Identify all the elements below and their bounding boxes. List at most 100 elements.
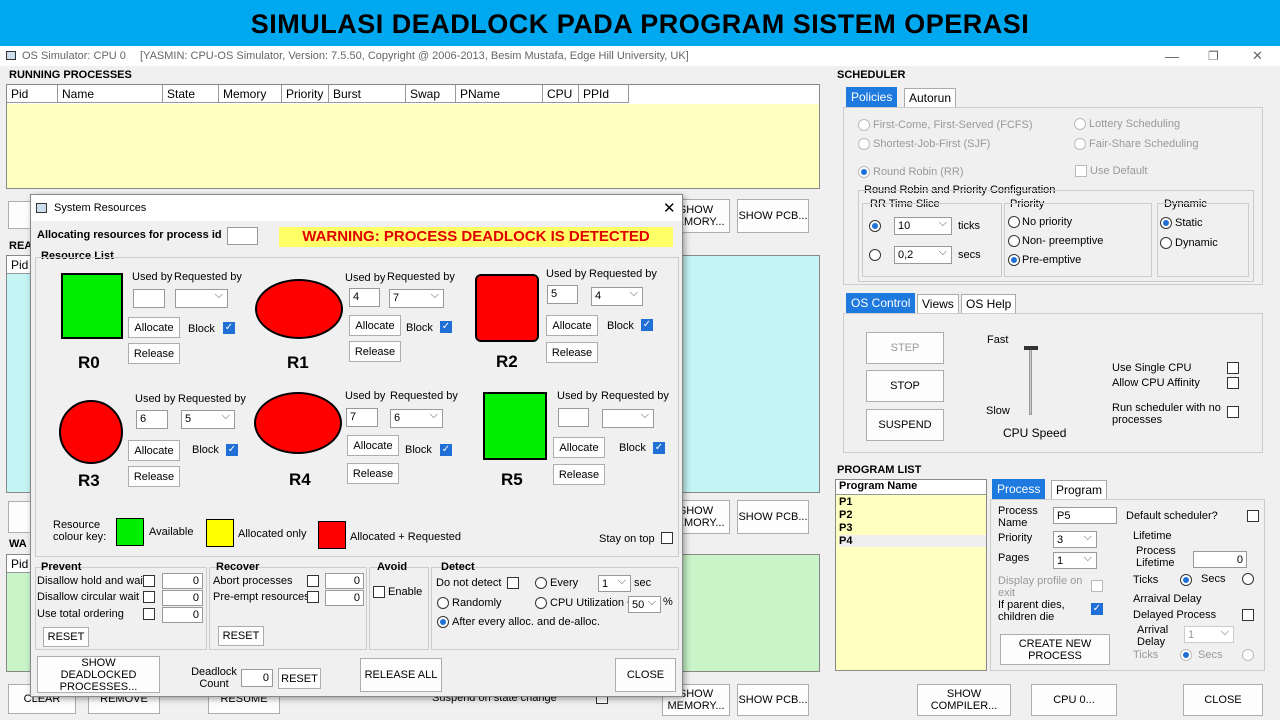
tab-autorun[interactable]: Autorun <box>904 88 957 108</box>
r2-block-checkbox[interactable]: ✓ <box>641 319 653 331</box>
r0-allocate-button[interactable]: Allocate <box>128 317 180 338</box>
after-every-radio[interactable] <box>437 616 449 628</box>
program-list-header[interactable]: Program Name <box>836 480 986 495</box>
r1-requested-by-select[interactable]: 7 <box>389 289 444 308</box>
use-default-checkbox[interactable] <box>1075 165 1087 177</box>
r3-release-button[interactable]: Release <box>128 466 180 487</box>
run-no-proc-checkbox[interactable] <box>1227 406 1239 418</box>
r0-requested-by-select[interactable] <box>175 289 228 308</box>
running-processes-table[interactable]: Pid Name State Memory Priority Burst Swa… <box>6 84 820 189</box>
col-name[interactable]: Name <box>58 85 163 103</box>
show-pcb-button[interactable]: SHOW PCB... <box>737 684 809 716</box>
dialog-close-icon[interactable]: ✕ <box>663 200 676 217</box>
r2-allocate-button[interactable]: Allocate <box>546 315 598 336</box>
r3-block-checkbox[interactable]: ✓ <box>226 444 238 456</box>
cpu-speed-thumb[interactable] <box>1024 346 1038 350</box>
r5-allocate-button[interactable]: Allocate <box>553 437 605 458</box>
cpu0-button[interactable]: CPU 0... <box>1031 684 1117 716</box>
priority-select[interactable]: 3 <box>1053 531 1097 548</box>
col-swap[interactable]: Swap <box>406 85 456 103</box>
single-cpu-checkbox[interactable] <box>1227 362 1239 374</box>
r4-requested-by-select[interactable]: 6 <box>390 409 443 428</box>
r4-used-by-input[interactable]: 7 <box>346 408 378 427</box>
lifetime-secs-radio[interactable] <box>1242 573 1254 585</box>
program-list-table[interactable]: Program Name P1 P2 P3 P4 <box>835 479 987 671</box>
r4-allocate-button[interactable]: Allocate <box>347 435 399 456</box>
col-cpu[interactable]: CPU <box>543 85 579 103</box>
r4-release-button[interactable]: Release <box>347 463 399 484</box>
arrival-secs-radio[interactable] <box>1242 649 1254 661</box>
dialog-close-button[interactable]: CLOSE <box>615 658 676 692</box>
cpu-speed-slider[interactable] <box>1029 347 1032 415</box>
no-priority-radio[interactable] <box>1008 216 1020 228</box>
parent-dies-checkbox[interactable]: ✓ <box>1091 603 1103 615</box>
suspend-button[interactable]: SUSPEND <box>866 409 944 441</box>
r0-release-button[interactable]: Release <box>128 343 180 364</box>
tab-policies[interactable]: Policies <box>846 87 898 107</box>
static-radio[interactable] <box>1160 217 1172 229</box>
ticks-radio[interactable] <box>869 220 881 232</box>
every-radio[interactable] <box>535 577 547 589</box>
hold-wait-input[interactable]: 0 <box>162 573 203 589</box>
abort-input[interactable]: 0 <box>325 573 364 589</box>
lifetime-ticks-radio[interactable] <box>1180 574 1192 586</box>
randomly-radio[interactable] <box>437 597 449 609</box>
fcfs-radio[interactable] <box>858 119 870 131</box>
col-ppid[interactable]: PPId <box>579 85 629 103</box>
delayed-process-checkbox[interactable] <box>1242 609 1254 621</box>
tab-views[interactable]: Views <box>917 294 959 314</box>
create-process-button[interactable]: CREATE NEW PROCESS <box>1000 634 1110 665</box>
avoid-enable-checkbox[interactable] <box>373 586 385 598</box>
rr-radio[interactable] <box>858 166 870 178</box>
deadlock-reset-button[interactable]: RESET <box>278 668 321 689</box>
show-pcb-button[interactable]: SHOW PCB... <box>737 500 809 534</box>
list-item[interactable]: P4 <box>839 535 986 547</box>
preemptive-radio[interactable] <box>1008 254 1020 266</box>
affinity-checkbox[interactable] <box>1227 377 1239 389</box>
r3-used-by-input[interactable]: 6 <box>136 410 168 429</box>
arrival-delay-select[interactable]: 1 <box>1184 626 1234 643</box>
process-id-input[interactable] <box>227 227 258 245</box>
release-all-button[interactable]: RELEASE ALL <box>360 658 442 692</box>
maximize-icon[interactable]: ❐ <box>1208 49 1219 63</box>
r1-release-button[interactable]: Release <box>349 341 401 362</box>
stop-button[interactable]: STOP <box>866 370 944 402</box>
tab-process[interactable]: Process <box>992 479 1046 499</box>
fairshare-radio[interactable] <box>1074 138 1086 150</box>
show-pcb-button[interactable]: SHOW PCB... <box>737 199 809 233</box>
r0-block-checkbox[interactable]: ✓ <box>223 322 235 334</box>
ticks-select[interactable]: 10 <box>894 217 952 235</box>
tab-program[interactable]: Program <box>1051 480 1108 500</box>
lifetime-input[interactable]: 0 <box>1193 551 1247 568</box>
prevent-reset-button[interactable]: RESET <box>43 627 89 647</box>
r3-allocate-button[interactable]: Allocate <box>128 440 180 461</box>
total-order-input[interactable]: 0 <box>162 607 203 623</box>
r5-block-checkbox[interactable]: ✓ <box>653 442 665 454</box>
r5-requested-by-select[interactable] <box>602 409 654 428</box>
col-state[interactable]: State <box>163 85 219 103</box>
preempt-input[interactable]: 0 <box>325 590 364 606</box>
sjf-radio[interactable] <box>858 138 870 150</box>
r3-requested-by-select[interactable]: 5 <box>181 410 235 429</box>
secs-select[interactable]: 0,2 <box>894 246 952 264</box>
hidden-button[interactable] <box>8 501 33 533</box>
col-pname[interactable]: PName <box>456 85 543 103</box>
r2-used-by-input[interactable]: 5 <box>547 285 578 304</box>
abort-checkbox[interactable] <box>307 575 319 587</box>
display-profile-checkbox[interactable] <box>1091 580 1103 592</box>
cpu-util-radio[interactable] <box>535 597 547 609</box>
default-scheduler-checkbox[interactable] <box>1247 510 1259 522</box>
secs-radio[interactable] <box>869 249 881 261</box>
col-burst[interactable]: Burst <box>329 85 406 103</box>
r1-used-by-input[interactable]: 4 <box>349 288 380 307</box>
total-order-checkbox[interactable] <box>143 608 155 620</box>
cpu-util-select[interactable]: 50 <box>628 596 661 613</box>
deadlock-count-input[interactable]: 0 <box>241 669 273 687</box>
r5-release-button[interactable]: Release <box>553 464 605 485</box>
r2-requested-by-select[interactable]: 4 <box>591 287 643 306</box>
do-not-detect-checkbox[interactable] <box>507 577 519 589</box>
r1-allocate-button[interactable]: Allocate <box>349 315 401 336</box>
step-button[interactable]: STEP <box>866 332 944 364</box>
r0-used-by-input[interactable] <box>133 289 165 308</box>
show-memory-button[interactable]: SHOW MEMORY... <box>662 684 730 716</box>
